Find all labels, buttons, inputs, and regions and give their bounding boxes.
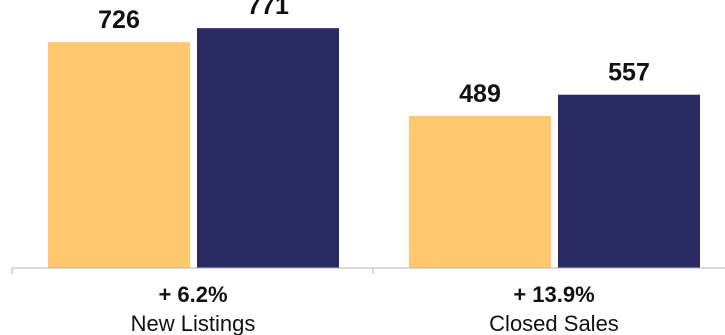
value-labels-layer: 726 771 489 557: [98, 0, 650, 108]
bar-value-label-closed-sales-series-2: 557: [608, 59, 650, 87]
change-label-new-listings: + 6.2%: [158, 282, 227, 307]
category-label-closed-sales: Closed Sales: [489, 311, 619, 335]
bar-new-listings-series-1: [48, 42, 190, 269]
bar-value-label-new-listings-series-2: 771: [247, 0, 289, 20]
bar-new-listings-series-2: [197, 28, 339, 269]
bar-closed-sales-series-1: [409, 115, 551, 268]
change-label-closed-sales: + 13.9%: [513, 282, 594, 307]
category-label-new-listings: New Listings: [131, 311, 256, 335]
bar-value-label-new-listings-series-1: 726: [98, 6, 140, 34]
bars-layer: [48, 28, 700, 269]
bar-closed-sales-series-2: [558, 94, 700, 268]
bar-value-label-closed-sales-series-1: 489: [459, 80, 501, 108]
